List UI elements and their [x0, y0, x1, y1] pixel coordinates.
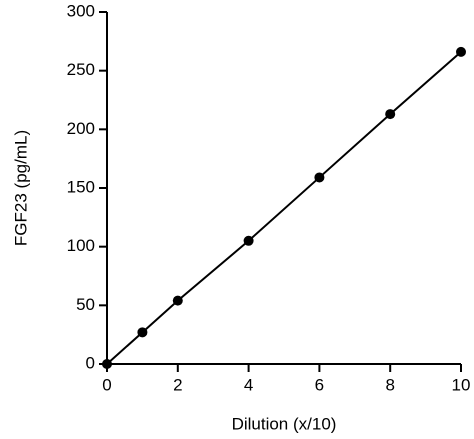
y-tick-label: 50	[76, 295, 95, 314]
y-tick-label: 0	[86, 353, 95, 372]
point	[172, 295, 183, 306]
point	[456, 46, 466, 57]
point	[243, 235, 254, 246]
series-line	[106, 51, 462, 365]
y-axis-label: FGF23 (pg/mL)	[11, 130, 30, 246]
y-tick-label: 100	[67, 236, 95, 255]
point	[385, 109, 396, 120]
x-tick-label: 2	[173, 375, 182, 394]
y-tick-label: 150	[67, 177, 95, 196]
point	[102, 359, 112, 369]
x-tick-label: 4	[244, 375, 253, 394]
x-axis-label: Dilution (x/10)	[232, 414, 337, 433]
point	[137, 327, 148, 338]
x-tick-label: 10	[452, 375, 471, 394]
y-tick-label: 300	[67, 1, 95, 20]
y-tick-label: 250	[67, 60, 95, 79]
point	[314, 172, 325, 183]
x-tick-label: 0	[102, 375, 111, 394]
y-tick-label: 200	[67, 119, 95, 138]
x-tick-label: 6	[315, 375, 324, 394]
x-tick-label: 8	[385, 375, 394, 394]
